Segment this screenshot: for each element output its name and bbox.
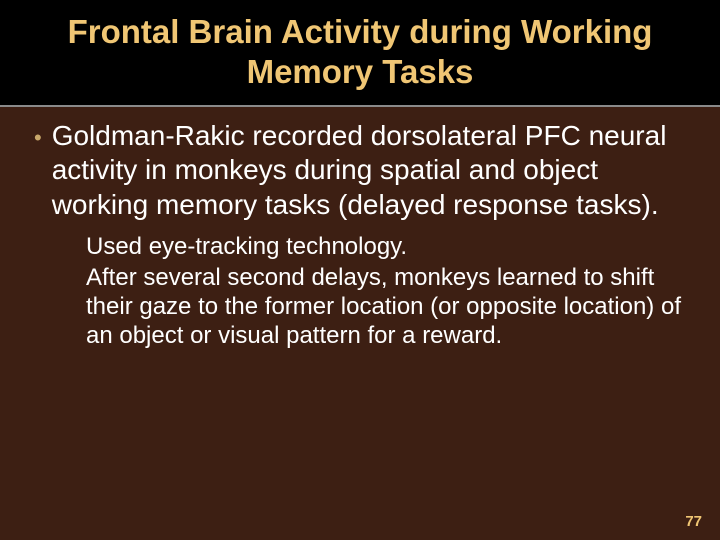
title-banner: Frontal Brain Activity during Working Me… — [0, 0, 720, 107]
slide-title: Frontal Brain Activity during Working Me… — [40, 12, 680, 91]
page-number: 77 — [685, 513, 702, 530]
sub-bullet-text: After several second delays, monkeys lea… — [86, 263, 686, 351]
sub-bullet-block: Used eye-tracking technology. After seve… — [86, 232, 686, 351]
bullet-item: • Goldman-Rakic recorded dorsolateral PF… — [34, 119, 686, 221]
bullet-text: Goldman-Rakic recorded dorsolateral PFC … — [52, 119, 686, 221]
bullet-marker: • — [34, 125, 42, 151]
sub-bullet-text: Used eye-tracking technology. — [86, 232, 686, 261]
slide-body: • Goldman-Rakic recorded dorsolateral PF… — [0, 107, 720, 351]
